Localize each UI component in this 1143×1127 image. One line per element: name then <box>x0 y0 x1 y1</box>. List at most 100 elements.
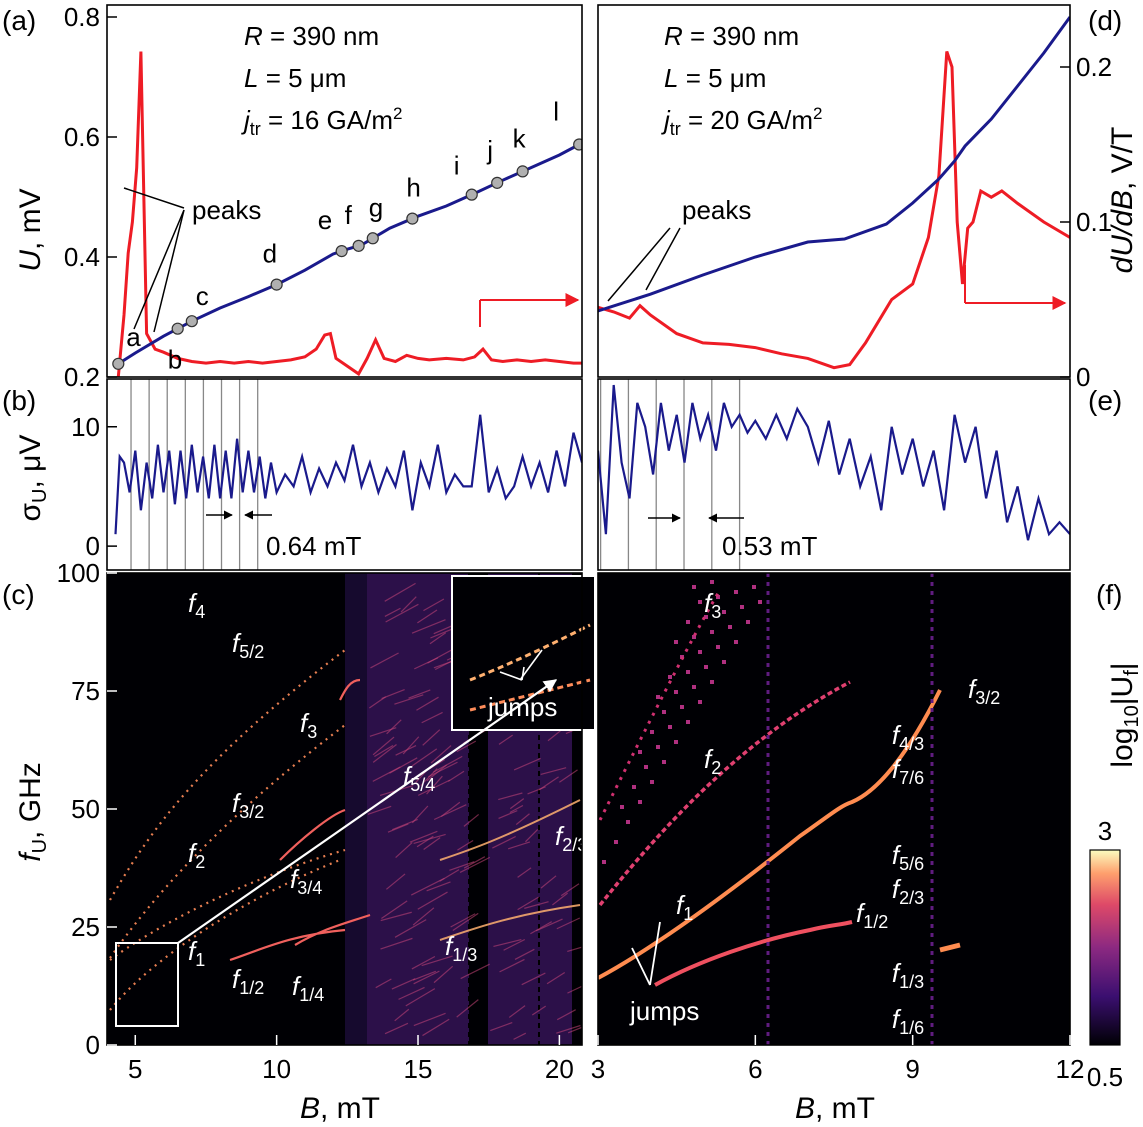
f-mode-label: f1/2 <box>856 898 888 932</box>
a-point-marker <box>185 315 198 328</box>
f-mode-label: f2/3 <box>892 874 924 908</box>
d-voltage-curve <box>598 16 1070 313</box>
c-mode-label: f5/2 <box>232 628 264 662</box>
a-point-marker <box>465 188 478 201</box>
a-point-label-h: h <box>406 173 420 203</box>
f-mode-label: f3 <box>704 588 721 622</box>
c-mode-label: f3 <box>300 708 317 742</box>
a-ytick-label: 0.6 <box>64 122 100 152</box>
f-mode-label: f1/6 <box>892 1004 924 1038</box>
d-current-annotation: jtr = 20 GA/m2 <box>661 104 822 139</box>
a-point-marker <box>270 278 283 291</box>
a-point-marker <box>491 176 504 189</box>
panel-letter-c: (c) <box>2 579 35 610</box>
d-ytick-label: 0.2 <box>1076 52 1112 82</box>
a-ytick-label: 0.2 <box>64 362 100 392</box>
panel-b: 0 10 0.64 mT <box>71 378 583 571</box>
f-xtick-label: 12 <box>1056 1054 1085 1084</box>
panel-letter-e: (e) <box>1088 385 1122 416</box>
f-mode-label: f4/3 <box>892 720 924 754</box>
f-mode-label: f1 <box>676 890 693 924</box>
d-radius-annotation: R = 390 nm <box>664 21 799 51</box>
colorbar-min: 0.5 <box>1087 1062 1123 1092</box>
c-zoom-arrow <box>177 679 558 944</box>
a-point-marker <box>573 138 582 151</box>
c-ytick-label: 25 <box>71 912 100 942</box>
y-axis-label-dudb: dU/dB, V/T <box>1106 127 1139 274</box>
c-mode-label: f1 <box>188 936 205 970</box>
a-dudb-curve <box>116 51 582 377</box>
d-peaks-label: peaks <box>682 195 751 225</box>
f-xtick-label: 6 <box>748 1054 762 1084</box>
d-dudb-curve <box>598 51 1070 370</box>
c-ytick-label: 0 <box>86 1030 100 1060</box>
c-mode-label: f1/2 <box>232 964 264 998</box>
c-xtick-label: 5 <box>128 1054 142 1084</box>
y-axis-label-sigma: σU, μV <box>14 435 51 522</box>
f-xtick-label: 3 <box>591 1054 605 1084</box>
a-point-marker <box>112 357 125 370</box>
a-current-annotation: jtr = 16 GA/m2 <box>241 104 402 139</box>
a-length-annotation: L = 5 μm <box>244 63 346 93</box>
a-point-label-g: g <box>369 192 383 222</box>
c-mode-label: f5/4 <box>403 761 435 795</box>
b-ytick-label: 0 <box>86 531 100 561</box>
c-xtick-label: 20 <box>545 1054 574 1084</box>
y-axis-label-frequency: fU, GHz <box>14 762 51 861</box>
a-ytick-label: 0.8 <box>64 2 100 32</box>
a-peaks-label: peaks <box>192 195 261 225</box>
a-point-label-b: b <box>168 345 182 375</box>
a-point-label-e: e <box>318 205 332 235</box>
panel-letter-f: (f) <box>1096 579 1122 610</box>
e-sigma-curve <box>598 384 1070 541</box>
f-mode-label: f5/6 <box>892 840 924 874</box>
c-zoom-box <box>115 942 179 1027</box>
a-point-marker <box>352 239 365 252</box>
f-mode-label: f3/2 <box>968 674 1000 708</box>
panel-letter-a: (a) <box>2 5 36 36</box>
f-mode-label: f7/6 <box>892 754 924 788</box>
colorbar-label: log10|Uf| <box>1106 662 1143 767</box>
a-point-label-d: d <box>263 239 277 269</box>
a-point-label-i: i <box>454 151 460 181</box>
colorbar-gradient <box>1089 849 1121 1046</box>
a-point-label-a: a <box>126 322 141 352</box>
a-point-label-f: f <box>345 200 353 230</box>
f-mode-label: f2 <box>704 744 721 778</box>
c-mode-label: f2/3 <box>555 821 587 855</box>
x-axis-label-left: B, mT <box>300 1092 380 1125</box>
e-spacing-label: 0.53 mT <box>722 531 817 561</box>
d-ytick-label: 0 <box>1076 362 1090 392</box>
a-point-label-j: j <box>486 135 493 165</box>
c-mode-label: f3/4 <box>290 864 322 898</box>
c-inset-jumps-label: jumps <box>487 692 557 722</box>
c-mode-label: f1/3 <box>445 931 477 965</box>
f-xtick-label: 9 <box>905 1054 919 1084</box>
a-point-marker <box>335 245 348 258</box>
d-length-annotation: L = 5 μm <box>664 63 766 93</box>
c-ytick-label: 100 <box>57 558 100 588</box>
a-point-marker <box>406 212 419 225</box>
b-sigma-curve <box>114 414 582 535</box>
c-mode-label: f1/4 <box>292 971 324 1005</box>
x-axis-label-right: B, mT <box>795 1092 875 1125</box>
panel-e: 0.53 mT <box>597 378 1071 571</box>
panel-letter-d: (d) <box>1088 5 1122 36</box>
a-point-label-c: c <box>196 281 209 311</box>
b-ytick-label: 10 <box>71 412 100 442</box>
panel-f: jumps f3 f2 f3/2 f4/3f7/6 f5/6f2/3 f1 f1/2f1/3… <box>597 572 1071 1046</box>
c-mode-label: f2 <box>188 838 205 872</box>
f-jumps-label: jumps <box>629 996 699 1026</box>
panel-letter-b: (b) <box>2 385 36 416</box>
a-radius-annotation: R = 390 nm <box>244 21 379 51</box>
colorbar-max: 3 <box>1098 816 1112 846</box>
b-spacing-label: 0.64 mT <box>266 531 361 561</box>
colorbar: log10|Uf| 3 0.5 <box>1087 662 1143 1092</box>
c-mode-label: f3/2 <box>232 788 264 822</box>
panel-a: 0.2 0.4 0.6 0.8 R = 390 nm L = 5 μm jtr = 1… <box>64 2 583 392</box>
d-ytick-label: 0.1 <box>1076 207 1112 237</box>
a-point-marker <box>366 232 379 245</box>
a-point-label-l: l <box>553 97 559 127</box>
y-axis-label-voltage: U, mV <box>14 188 47 271</box>
